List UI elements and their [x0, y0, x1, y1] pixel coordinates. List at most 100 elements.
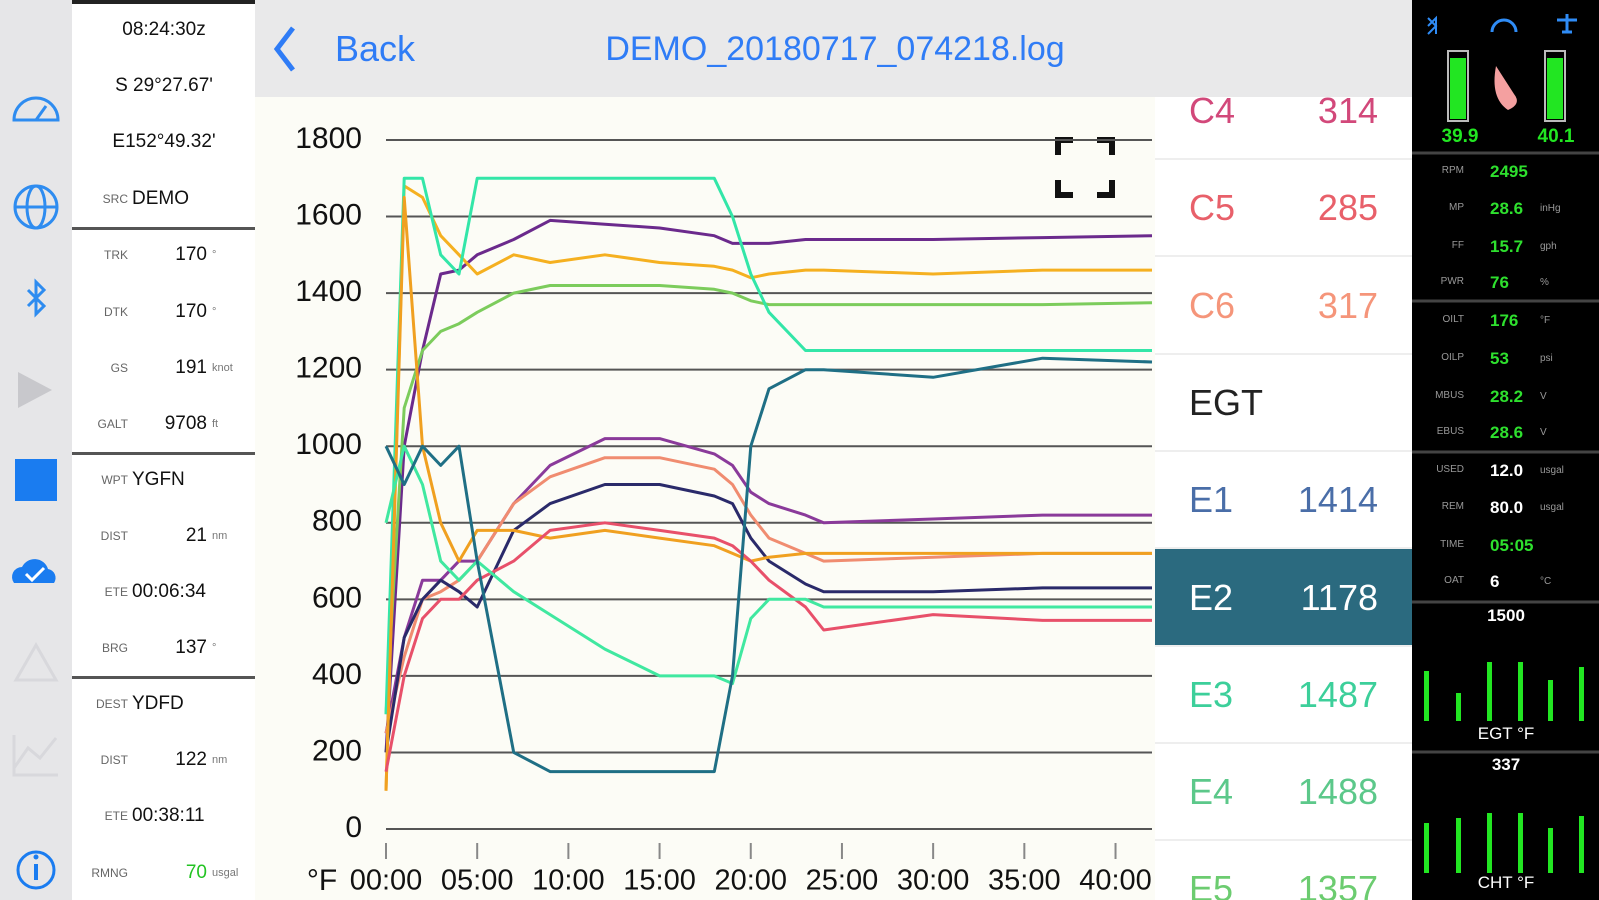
status-value: 122: [175, 749, 207, 771]
play-icon[interactable]: [18, 372, 52, 408]
tank-outline: [1544, 50, 1566, 122]
channel-row[interactable]: [1155, 97, 1412, 160]
engine-unit: V: [1540, 427, 1547, 438]
channel-row[interactable]: [1155, 159, 1412, 258]
channel-list: C4 314 C5 285 C6 317 EGT E1 1414 E2 1178 E3 1487 E4 14…: [1155, 97, 1412, 900]
status-label: DIST: [100, 753, 128, 768]
status-value: 00:06:34: [132, 581, 206, 602]
engine-unit: psi: [1540, 353, 1553, 364]
status-value: DEMO: [132, 188, 189, 210]
engine-value: 176: [1490, 311, 1519, 330]
plane-status: [1557, 14, 1577, 34]
x-tick-label: 30:00: [897, 865, 970, 897]
cloud-icon[interactable]: [12, 559, 56, 583]
cht-value: 337: [1491, 755, 1521, 774]
status-value: 70: [185, 861, 207, 883]
y-tick-label: 200: [312, 734, 362, 767]
status-value: 21: [185, 524, 207, 546]
icons: [12, 96, 60, 890]
channel-label: C6: [1189, 284, 1236, 326]
channel-value: 1357: [1297, 868, 1378, 900]
status-unit: °: [212, 249, 217, 262]
channel-row[interactable]: [1155, 451, 1412, 550]
engine-label: USED: [1436, 464, 1464, 475]
x-tick-label: 05:00: [441, 865, 514, 897]
engine-label: OILP: [1441, 352, 1464, 363]
engine-value: 05:05: [1490, 536, 1534, 555]
header: Back DEMO_20180717_074218.log: [255, 0, 1412, 97]
series-line: [384, 483, 1152, 753]
series-line: [384, 521, 1152, 772]
engine-unit: °F: [1540, 315, 1551, 326]
bluetooth-icon[interactable]: [26, 278, 47, 318]
engine-label: RPM: [1441, 165, 1464, 176]
tank-level: [1547, 58, 1563, 119]
x-tick-label: 15:00: [623, 865, 696, 897]
warning-icon[interactable]: [13, 641, 59, 682]
tank-level: [1450, 58, 1466, 119]
y-tick-label: 400: [312, 658, 362, 691]
status-label: SRC: [102, 192, 128, 207]
info-icon[interactable]: [16, 850, 56, 890]
status-value: 170: [175, 300, 207, 322]
status-value: 00:38:11: [132, 805, 205, 827]
series-line: [384, 456, 1152, 734]
series-line: [384, 176, 1152, 715]
section-divider: [72, 451, 255, 455]
channel-row[interactable]: [1155, 257, 1412, 355]
egt-label: EGT °F: [1477, 724, 1535, 743]
channel-row[interactable]: [1155, 548, 1412, 647]
engine-label: TIME: [1440, 539, 1464, 550]
channel-value: 317: [1317, 284, 1378, 326]
engine-label: EBUS: [1436, 426, 1464, 437]
y-axis-unit: °F: [307, 864, 337, 897]
status-label: ETE: [104, 585, 128, 599]
engine-value: 12.0: [1490, 461, 1524, 480]
engine-panel: 39.9 40.1 RPM 2495 MP 28.6 inHg FF 15.7 gph PWR 76%…: [1412, 0, 1599, 900]
status-label: DTK: [104, 304, 128, 319]
engine-value: 53: [1490, 349, 1509, 368]
status-label: GS: [110, 360, 128, 375]
gauge-icon[interactable]: [12, 96, 60, 122]
status-unit: ft: [212, 417, 219, 430]
channel-row[interactable]: [1155, 354, 1412, 452]
engine-value: 80.0: [1490, 498, 1524, 517]
status-panel: 08:24:30z S 29°27.67' E152°49.32' SRC DEMO TR…: [72, 0, 255, 900]
status-unit: knot: [212, 361, 233, 374]
engine-graphics: [1412, 14, 1599, 873]
status-value: YDFD: [132, 693, 184, 715]
engine-label: MP: [1449, 202, 1464, 213]
x-tick-label: 35:00: [988, 865, 1061, 897]
series-line: [384, 195, 1152, 791]
engine-label: MBUS: [1435, 390, 1464, 401]
status-value: 191: [175, 356, 207, 378]
engine-value: 76: [1490, 273, 1509, 292]
channel-value: 1488: [1297, 771, 1378, 813]
y-tick-label: 1200: [295, 352, 362, 385]
stop-icon[interactable]: [15, 459, 57, 501]
channel-row[interactable]: [1155, 743, 1412, 842]
status-label: WPT: [101, 472, 128, 487]
y-tick-label: 800: [312, 505, 362, 538]
y-tick-label: 1800: [295, 122, 362, 155]
x-tick-label: 40:00: [1079, 865, 1152, 897]
channel-row[interactable]: [1155, 646, 1412, 744]
chart-icon[interactable]: [12, 735, 58, 777]
channel-label: E3: [1189, 673, 1234, 715]
series-line: [384, 218, 1153, 753]
channel-value: 314: [1317, 97, 1378, 131]
series-line: [384, 284, 1153, 715]
section-divider: [72, 676, 255, 680]
gauge-status: [1490, 18, 1518, 33]
bluetooth-status: [1427, 15, 1438, 35]
engine-unit: °C: [1540, 576, 1552, 587]
channel-label: E4: [1189, 771, 1234, 813]
status-value: S 29°27.67': [115, 75, 213, 97]
back-button[interactable]: Back: [335, 28, 416, 69]
back-chevron[interactable]: [271, 24, 301, 74]
engine-value: 6: [1490, 572, 1500, 591]
egt-value: 1500: [1487, 606, 1525, 625]
fullscreen-icon[interactable]: [1055, 137, 1115, 198]
status-value: 08:24:30z: [122, 19, 206, 40]
